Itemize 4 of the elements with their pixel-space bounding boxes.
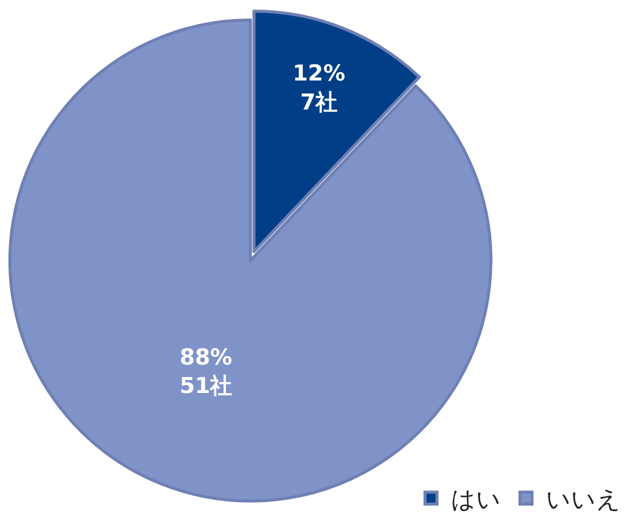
data-label: 88% 51社 [180,345,232,399]
legend-label: いいえ [546,485,621,514]
legend-label: はい [451,485,501,514]
data-label: 12% 7社 [292,62,346,116]
